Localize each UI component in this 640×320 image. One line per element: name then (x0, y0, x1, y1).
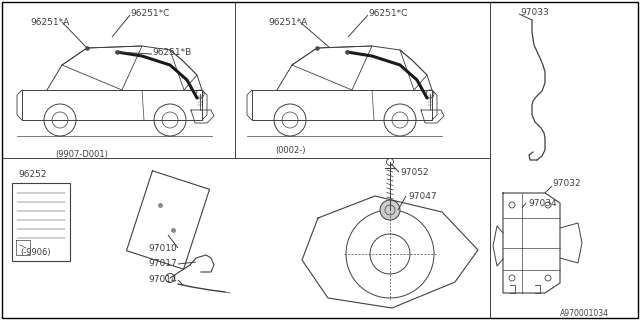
Text: 97032: 97032 (552, 179, 580, 188)
Text: A970001034: A970001034 (560, 308, 609, 317)
Circle shape (380, 200, 400, 220)
Text: (0002-): (0002-) (275, 146, 305, 155)
Text: 97033: 97033 (520, 7, 548, 17)
Text: 97014: 97014 (148, 276, 177, 284)
Bar (12, 183, 70, 261)
Text: 97010: 97010 (148, 244, 177, 252)
Text: 97052: 97052 (400, 167, 429, 177)
Text: 97034: 97034 (528, 198, 557, 207)
Text: 96251*A: 96251*A (268, 18, 307, 27)
Text: 97047: 97047 (408, 191, 436, 201)
Text: (9907-D001): (9907-D001) (55, 149, 108, 158)
Text: 97017: 97017 (148, 260, 177, 268)
Text: (-9906): (-9906) (20, 247, 51, 257)
Text: 96251*C: 96251*C (368, 9, 408, 18)
Text: 96251*C: 96251*C (130, 9, 170, 18)
Text: 96251*B: 96251*B (152, 47, 191, 57)
Text: 96251*A: 96251*A (30, 18, 69, 27)
Text: 96252: 96252 (18, 170, 47, 179)
